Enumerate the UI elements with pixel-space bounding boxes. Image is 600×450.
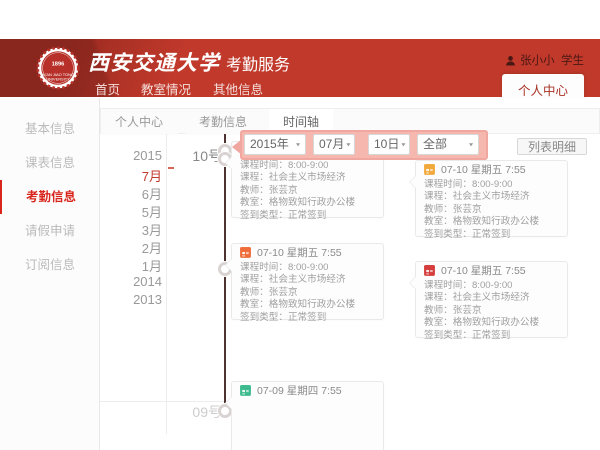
svg-text:1896: 1896 xyxy=(52,61,65,67)
